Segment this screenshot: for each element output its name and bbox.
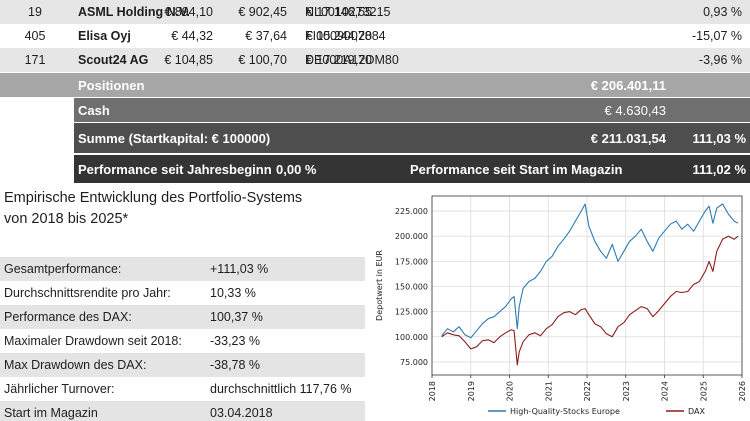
holding-value: € 17.146,55 <box>305 5 372 19</box>
stats-value: 100,37 % <box>210 310 263 324</box>
y-tick-label: 75.000 <box>400 358 428 367</box>
x-tick-label: 2021 <box>544 381 553 401</box>
holding-isin: DE000A12DM80 <box>305 53 399 67</box>
legend-dax-label: DAX <box>688 407 705 416</box>
positions-label: Positionen <box>78 77 145 93</box>
positions-row: Positionen € 206.401,11 <box>0 73 750 97</box>
legend-portfolio-label: High-Quality-Stocks Europe <box>510 407 620 416</box>
holding-value: € 17.219,70 <box>305 53 372 67</box>
stats-value: +111,03 % <box>210 262 269 276</box>
holding-row: 171 Scout24 AG DE000A12DM80 € 104,85 € 100,7… <box>0 48 750 72</box>
holding-buy-price: € 894,10 <box>164 5 213 19</box>
series-line-portfolio <box>441 203 739 339</box>
stats-row: Jährlicher Turnover: durchschnittlich 117… <box>0 377 365 401</box>
y-tick-label: 125.000 <box>395 308 428 317</box>
stats-label: Maximaler Drawdown seit 2018: <box>4 334 182 348</box>
x-tick-label: 2019 <box>467 381 476 401</box>
holding-qty: 171 <box>24 53 46 67</box>
stats-row: Gesamtperformance: +111,03 % <box>0 257 365 281</box>
y-tick-label: 100.000 <box>395 333 428 342</box>
stats-title: Empirische Entwicklung des Portfolio-Sys… <box>4 188 364 230</box>
holding-performance: -3,96 % <box>698 53 742 67</box>
holding-qty: 19 <box>28 5 42 19</box>
since-start-label: Performance seit Start im Magazin <box>410 161 623 177</box>
stats-row: Performance des DAX: 100,37 % <box>0 305 365 329</box>
stats-value: -38,78 % <box>210 358 261 372</box>
y-axis-label: Depotwert in EUR <box>375 250 384 321</box>
y-tick-label: 175.000 <box>395 257 428 266</box>
x-tick-label: 2025 <box>699 381 708 401</box>
stats-value: 10,33 % <box>210 286 256 300</box>
x-tick-label: 2020 <box>506 381 515 401</box>
cash-label: Cash <box>78 102 110 118</box>
holding-buy-price: € 104,85 <box>164 53 213 67</box>
y-tick-label: 225.000 <box>395 207 428 216</box>
holding-performance: 0,93 % <box>703 5 742 19</box>
stats-row: Maximaler Drawdown seit 2018: -33,23 % <box>0 329 365 353</box>
stats-title-line1: Empirische Entwicklung des Portfolio-Sys… <box>4 190 303 206</box>
holding-row: 405 Elisa Oyj FI0009007884 € 44,32 € 37,64 € … <box>0 24 750 48</box>
holding-name: ASML Holding N.V. <box>78 5 190 19</box>
x-tick-label: 2018 <box>428 381 437 401</box>
stats-row: Durchschnittsrendite pro Jahr: 10,33 % <box>0 281 365 305</box>
performance-chart: 75.000 100.000 125.000 150.000 175.000 200.00… <box>370 188 750 421</box>
since-start-value: 111,02 % <box>692 161 747 177</box>
stats-label: Durchschnittsrendite pro Jahr: <box>4 286 171 300</box>
holding-performance: -15,07 % <box>691 29 742 43</box>
x-tick-label: 2022 <box>583 381 592 401</box>
stats-row: Max Drawdown des DAX: -38,78 % <box>0 353 365 377</box>
x-tick-label: 2023 <box>622 381 631 401</box>
holding-buy-price: € 44,32 <box>171 29 213 43</box>
performance-row: Performance seit Jahresbeginn 0,00 % Per… <box>74 155 750 183</box>
holding-current-price: € 902,45 <box>238 5 287 19</box>
cash-row: Cash € 4.630,43 <box>74 98 750 122</box>
holding-current-price: € 100,70 <box>238 53 287 67</box>
stats-label: Max Drawdown des DAX: <box>4 358 147 372</box>
stats-label: Gesamtperformance: <box>4 262 122 276</box>
stats-value: -33,23 % <box>210 334 261 348</box>
holding-current-price: € 37,64 <box>245 29 287 43</box>
sum-row: Summe (Startkapital: € 100000) € 211.031… <box>74 123 750 153</box>
y-tick-label: 200.000 <box>395 232 428 241</box>
cash-value: € 4.630,43 <box>604 102 666 118</box>
stats-value: durchschnittlich 117,76 % <box>210 382 352 396</box>
holding-row: 19 ASML Holding N.V. NL0010273215 € 894,10 €… <box>0 0 750 24</box>
stats-label: Jährlicher Turnover: <box>4 382 115 396</box>
ytd-value: 0,00 % <box>276 161 317 177</box>
chart-svg: 75.000 100.000 125.000 150.000 175.000 200.00… <box>375 195 747 416</box>
y-tick-label: 150.000 <box>395 283 428 292</box>
x-tick-label: 2026 <box>738 381 747 401</box>
holding-isin: FI0009007884 <box>305 29 386 43</box>
stats-label: Start im Magazin <box>4 406 98 420</box>
holding-name: Elisa Oyj <box>78 29 131 43</box>
positions-value: € 206.401,11 <box>590 77 666 93</box>
x-tick-label: 2024 <box>661 381 670 401</box>
series-line-dax <box>441 235 739 366</box>
sum-label: Summe (Startkapital: € 100000) <box>78 130 271 146</box>
ytd-label: Performance seit Jahresbeginn <box>78 161 272 177</box>
sum-value: € 211.031,54 <box>590 130 666 146</box>
sum-pct: 111,03 % <box>692 130 747 146</box>
holding-value: € 15.244,20 <box>305 29 372 43</box>
holding-name: Scout24 AG <box>78 53 149 67</box>
stats-title-line2: von 2018 bis 2025* <box>4 211 129 227</box>
holding-qty: 405 <box>24 29 46 43</box>
stats-row: Start im Magazin 03.04.2018 <box>0 401 365 421</box>
holding-isin: NL0010273215 <box>305 5 391 19</box>
stats-label: Performance des DAX: <box>4 310 132 324</box>
stats-value: 03.04.2018 <box>210 406 273 420</box>
stats-table: Gesamtperformance: +111,03 % Durchschnitts… <box>0 257 365 421</box>
